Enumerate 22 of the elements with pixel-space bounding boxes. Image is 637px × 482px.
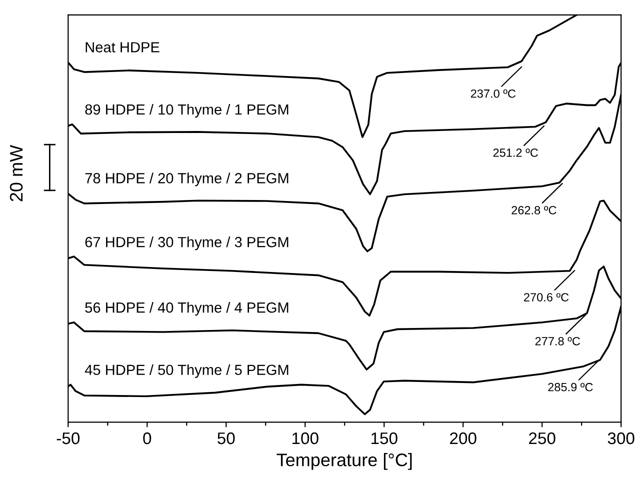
x-tick-label: 150: [371, 432, 398, 444]
series-label: 45 HDPE / 50 Thyme / 5 PEGM: [84, 364, 288, 378]
x-tick-label: 100: [292, 432, 318, 444]
series-label: 78 HDPE / 20 Thyme / 2 PEGM: [85, 172, 288, 186]
text: 20 mW: [10, 144, 23, 202]
annotation: 237.0 ºC: [470, 89, 516, 98]
x-tick-label: 0: [143, 432, 152, 444]
x-tick-label: 50: [218, 432, 235, 444]
x-tick-label: 200: [450, 432, 476, 444]
annotation: 270.6 ºC: [524, 293, 569, 302]
x-tick-label: 250: [529, 432, 556, 444]
annotation: 285.9 ºC: [548, 382, 593, 392]
series-label: Neat HDPE: [86, 42, 160, 52]
x-tick-label: -50: [56, 432, 80, 444]
x-axis-title: Temperature [°C]: [276, 453, 412, 470]
annotation: 262.8 ºC: [512, 206, 556, 214]
series-label: 89 HDPE / 10 Thyme / 1 PEGM: [85, 104, 288, 118]
series-label: 67 HDPE / 30 Thyme / 3 PEGM: [85, 236, 288, 250]
x-tick-label: 300: [608, 432, 634, 444]
series-label: 56 HDPE / 40 Thyme / 4 PEGM: [85, 302, 288, 316]
annotation: 277.8 ºC: [535, 336, 580, 346]
annotation: 251.2 ºC: [493, 148, 538, 157]
